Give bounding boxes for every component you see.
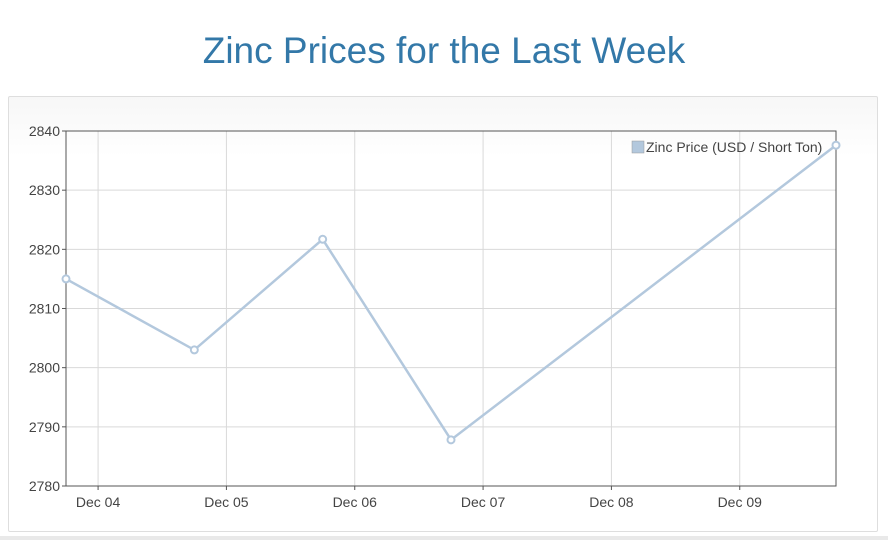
x-tick-label: Dec 04: [76, 494, 121, 510]
y-tick-label: 2810: [29, 301, 60, 317]
y-tick-label: 2830: [29, 182, 60, 198]
x-tick-label: Dec 07: [461, 494, 506, 510]
y-tick-label: 2840: [29, 123, 60, 139]
grid-lines: [66, 130, 836, 487]
legend-swatch: [631, 140, 645, 154]
data-point[interactable]: [831, 140, 841, 150]
data-point[interactable]: [61, 274, 71, 284]
y-tick-label: 2790: [29, 419, 60, 435]
data-point[interactable]: [446, 435, 456, 445]
x-tick-label: Dec 06: [333, 494, 378, 510]
chart-panel: [8, 96, 878, 532]
series-layer: [61, 140, 841, 445]
y-tick-label: 2780: [29, 478, 60, 494]
x-tick-label: Dec 05: [204, 494, 249, 510]
y-tick-label: 2800: [29, 360, 60, 376]
legend-label: Zinc Price (USD / Short Ton): [646, 139, 822, 155]
bottom-divider: [0, 536, 888, 540]
x-axis-ticks: Dec 04 Dec 05 Dec 06 Dec 07 Dec 08 Dec 09: [76, 486, 762, 510]
y-tick-label: 2820: [29, 241, 60, 257]
legend[interactable]: Zinc Price (USD / Short Ton): [631, 139, 822, 155]
x-tick-label: Dec 08: [589, 494, 634, 510]
data-point[interactable]: [189, 345, 199, 355]
x-tick-label: Dec 09: [718, 494, 763, 510]
series-line: [65, 144, 837, 442]
y-axis-ticks: 2780 2790 2800 2810 2820 2830 2840: [29, 123, 66, 494]
page-title: Zinc Prices for the Last Week: [202, 30, 686, 71]
data-point[interactable]: [318, 234, 328, 244]
